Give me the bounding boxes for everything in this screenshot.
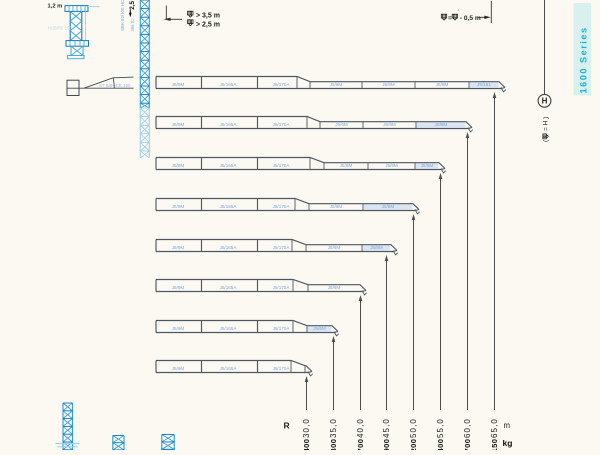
svg-text:J5/6M: J5/6M	[313, 326, 326, 331]
svg-text:> 3,5 m: > 3,5 m	[196, 13, 220, 20]
svg-text:J5/165A: J5/165A	[220, 366, 238, 371]
svg-text:J5/165A: J5/165A	[220, 285, 238, 290]
svg-text:700: 700	[356, 439, 365, 450]
svg-text:J5/170A: J5/170A	[273, 245, 291, 250]
svg-text:J5/8M: J5/8M	[382, 82, 395, 87]
svg-text:35,0: 35,0	[329, 418, 338, 438]
svg-text:700: 700	[463, 439, 472, 450]
svg-text:50,0: 50,0	[409, 418, 418, 438]
svg-text:J5/170A: J5/170A	[273, 204, 291, 209]
svg-text:> 2,5 m: > 2,5 m	[196, 21, 220, 28]
svg-text:R: R	[284, 421, 290, 431]
svg-text:J5/6M: J5/6M	[335, 122, 348, 127]
svg-text:J5/165A: J5/165A	[220, 326, 238, 331]
svg-text:J5/8M: J5/8M	[382, 204, 395, 209]
svg-text:- 0,5 m: - 0,5 m	[460, 15, 481, 22]
svg-text:300: 300	[329, 439, 338, 450]
svg-text:J5/165A: J5/165A	[220, 245, 238, 250]
svg-text:J5/165A: J5/165A	[220, 204, 238, 209]
svg-text:J5/9M: J5/9M	[172, 82, 185, 87]
svg-text:45,0: 45,0	[382, 418, 391, 438]
svg-text:J5/8M: J5/8M	[421, 163, 434, 168]
svg-text:J5/170A: J5/170A	[273, 326, 291, 331]
svg-text:J5/170A: J5/170A	[273, 285, 291, 290]
svg-text:J5/6M: J5/6M	[330, 204, 343, 209]
svg-text:=: =	[448, 15, 452, 22]
svg-text:J5/8M: J5/8M	[383, 122, 396, 127]
svg-text:900: 900	[382, 439, 391, 450]
svg-text:J5/170A: J5/170A	[273, 122, 291, 127]
svg-text:J5/8M: J5/8M	[435, 122, 448, 127]
svg-text:60,0: 60,0	[463, 418, 472, 438]
svg-text:J5/9M: J5/9M	[172, 285, 185, 290]
svg-text:m: m	[504, 421, 511, 430]
svg-text:355 IC: 355 IC	[130, 19, 135, 31]
svg-text:J5/9M: J5/9M	[172, 326, 185, 331]
svg-text:400: 400	[302, 439, 311, 450]
svg-text:30,0: 30,0	[302, 418, 311, 438]
svg-text:J5/6M: J5/6M	[328, 245, 341, 250]
svg-text:J5/170A: J5/170A	[273, 163, 291, 168]
svg-text:SBK 92/100 HC: SBK 92/100 HC	[120, 0, 125, 31]
svg-text:J5/9M: J5/9M	[172, 122, 185, 127]
svg-text:1600 Series: 1600 Series	[579, 26, 589, 93]
svg-text:J5/8M: J5/8M	[385, 163, 398, 168]
svg-text:J5/165A: J5/165A	[220, 82, 238, 87]
svg-text:2,5: 2,5	[129, 0, 136, 9]
svg-text:J5/151: J5/151	[477, 82, 491, 87]
svg-text:H: H	[542, 97, 548, 106]
svg-text:J5/6M: J5/6M	[330, 82, 343, 87]
svg-text:J5/9M: J5/9M	[172, 163, 185, 168]
svg-text:J5/6M: J5/6M	[340, 163, 353, 168]
svg-text:kg: kg	[503, 438, 513, 448]
svg-text:400: 400	[436, 439, 445, 450]
svg-text:': '	[458, 9, 459, 15]
svg-text:200: 200	[409, 439, 418, 450]
svg-text:40,0: 40,0	[356, 418, 365, 438]
svg-text:55,0: 55,0	[436, 418, 445, 438]
svg-text:J5/6M: J5/6M	[328, 285, 341, 290]
svg-text:150: 150	[490, 439, 499, 450]
svg-text:J5/165A: J5/165A	[220, 163, 238, 168]
svg-text:J5/8M: J5/8M	[370, 245, 383, 250]
svg-text:J5/9M: J5/9M	[172, 204, 185, 209]
svg-text:65,0: 65,0	[490, 418, 499, 438]
svg-text:ST 5/BOCK 150: ST 5/BOCK 150	[99, 83, 131, 88]
svg-text:(: (	[543, 139, 550, 142]
svg-text:HUB/RF 1500: HUB/RF 1500	[48, 26, 75, 31]
svg-text:1,2 m: 1,2 m	[48, 4, 63, 10]
svg-text:J5/165A: J5/165A	[220, 122, 238, 127]
svg-text:J5/170A: J5/170A	[273, 82, 291, 87]
svg-text:J5/170A: J5/170A	[273, 366, 291, 371]
svg-text:J5/9M: J5/9M	[172, 245, 185, 250]
svg-text:= H ): = H )	[543, 117, 550, 131]
svg-text:J5/9M: J5/9M	[172, 366, 185, 371]
svg-text:J5/8M: J5/8M	[436, 82, 449, 87]
